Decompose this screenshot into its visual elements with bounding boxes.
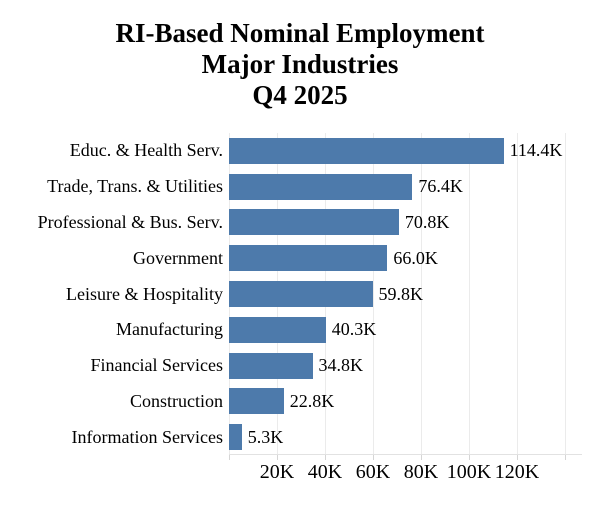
bar bbox=[229, 424, 242, 451]
bar bbox=[229, 316, 326, 343]
bar-row: Information Services 5.3K bbox=[0, 419, 600, 455]
bar bbox=[229, 281, 373, 308]
category-label: Construction bbox=[130, 390, 223, 411]
value-label: 40.3K bbox=[331, 319, 377, 340]
x-axis-tick bbox=[373, 455, 374, 460]
x-axis-tick bbox=[469, 455, 470, 460]
value-label: 5.3K bbox=[247, 426, 284, 447]
x-tick-label: 60K bbox=[355, 461, 391, 483]
bar-row: Leisure & Hospitality 59.8K bbox=[0, 276, 600, 312]
bar bbox=[229, 137, 504, 164]
category-label: Educ. & Health Serv. bbox=[69, 140, 223, 161]
gridline bbox=[421, 133, 422, 454]
value-label: 114.4K bbox=[509, 140, 563, 161]
gridline bbox=[469, 133, 470, 454]
gridline bbox=[565, 133, 566, 454]
bar-row: Financial Services 34.8K bbox=[0, 348, 600, 384]
bar bbox=[229, 209, 399, 236]
value-label: 22.8K bbox=[289, 390, 335, 411]
category-label: Government bbox=[133, 247, 223, 268]
x-axis-tick bbox=[421, 455, 422, 460]
plot-area: Educ. & Health Serv. 114.4K Trade, Trans… bbox=[0, 133, 600, 455]
x-axis-tick bbox=[517, 455, 518, 460]
chart-title-line-1: RI-Based Nominal Employment bbox=[115, 18, 485, 48]
bar-row: Government 66.0K bbox=[0, 240, 600, 276]
bar bbox=[229, 245, 388, 272]
gridline bbox=[517, 133, 518, 454]
bar-row: Professional & Bus. Serv. 70.8K bbox=[0, 205, 600, 241]
bar-row: Construction 22.8K bbox=[0, 383, 600, 419]
x-tick-label: 20K bbox=[259, 461, 295, 483]
x-axis-tick bbox=[565, 455, 566, 460]
chart-title: RI-Based Nominal Employment Major Indust… bbox=[0, 18, 600, 111]
x-tick-label: 40K bbox=[307, 461, 343, 483]
x-axis-tickmarks bbox=[0, 455, 600, 461]
category-label: Leisure & Hospitality bbox=[66, 283, 223, 304]
value-label: 59.8K bbox=[378, 283, 424, 304]
value-label: 34.8K bbox=[318, 355, 364, 376]
bar bbox=[229, 388, 284, 415]
value-label: 76.4K bbox=[418, 176, 463, 197]
bar-row: Educ. & Health Serv. 114.4K bbox=[0, 133, 600, 169]
bar bbox=[229, 173, 413, 200]
x-tick-label: 80K bbox=[403, 461, 439, 483]
value-label: 70.8K bbox=[404, 211, 450, 232]
value-label: 66.0K bbox=[393, 247, 438, 268]
bar-rows: Educ. & Health Serv. 114.4K Trade, Trans… bbox=[0, 133, 600, 455]
x-tick-label: 100K bbox=[446, 461, 492, 483]
x-tick-label: 120K bbox=[494, 461, 540, 483]
x-axis-tick bbox=[325, 455, 326, 460]
category-label: Manufacturing bbox=[116, 319, 223, 340]
bar-row: Trade, Trans. & Utilities 76.4K bbox=[0, 169, 600, 205]
x-axis-tick bbox=[229, 455, 230, 460]
x-axis-labels: 20K 40K 60K 80K 100K 120K bbox=[0, 461, 600, 489]
gridline bbox=[373, 133, 374, 454]
bar-row: Manufacturing 40.3K bbox=[0, 312, 600, 348]
x-axis-line bbox=[229, 454, 582, 455]
category-label: Financial Services bbox=[90, 355, 223, 376]
chart-title-line-3: Q4 2025 bbox=[252, 80, 348, 110]
category-label: Trade, Trans. & Utilities bbox=[47, 176, 223, 197]
x-axis-tick bbox=[277, 455, 278, 460]
bar bbox=[229, 352, 313, 379]
category-label: Professional & Bus. Serv. bbox=[37, 211, 223, 232]
category-label: Information Services bbox=[71, 426, 223, 447]
chart-title-line-2: Major Industries bbox=[201, 49, 399, 79]
